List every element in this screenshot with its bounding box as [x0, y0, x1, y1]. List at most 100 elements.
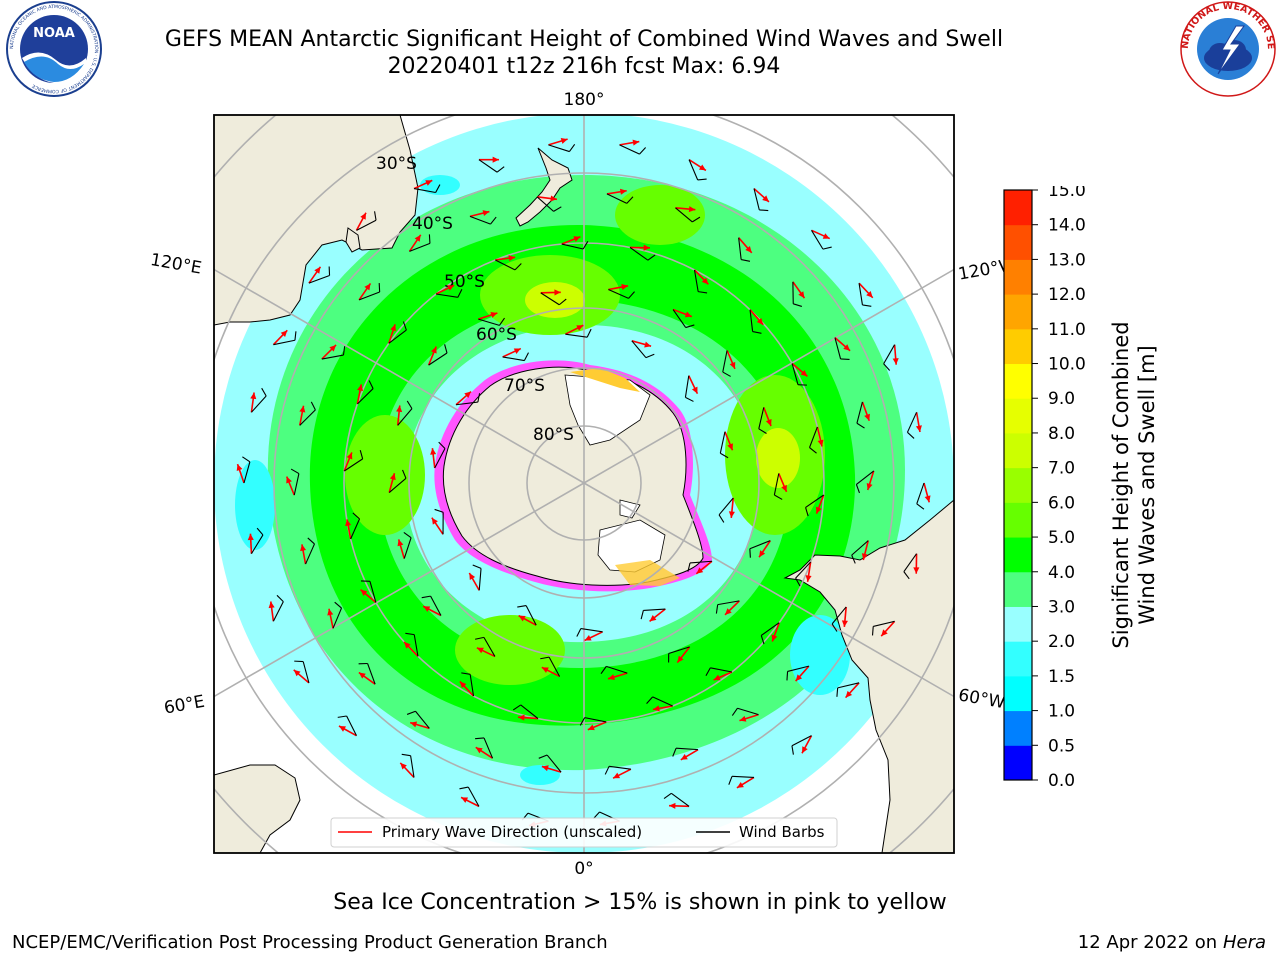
wind-barb-staff: [415, 710, 430, 729]
wave-arrow-head: [431, 517, 438, 525]
wave-arrow-head: [688, 206, 696, 213]
wave-arrow-head: [447, 285, 455, 291]
wind-barb-staff: [749, 540, 771, 550]
wind-barb-staff: [584, 717, 607, 723]
wind-barb-flag: [582, 241, 589, 250]
wind-barb-flag: [687, 562, 691, 572]
wind-barb-flag: [406, 710, 416, 715]
wind-barb-flag: [523, 352, 529, 361]
wave-arrow-head: [268, 601, 275, 609]
wind-barb-staff: [410, 755, 415, 778]
wind-barb-staff: [548, 656, 561, 677]
new-zealand-land: [515, 147, 573, 227]
wind-barb-staff: [718, 497, 734, 516]
wave-arrow-head: [513, 348, 521, 354]
wave-arrow-head: [390, 324, 397, 332]
wave-arrow-head: [632, 139, 640, 146]
wave-arrow-head: [924, 495, 931, 503]
wind-barb-flag: [836, 687, 839, 697]
wind-barb-staff: [760, 622, 780, 636]
wave-arrow-head: [771, 634, 778, 642]
wind-barb-flag: [290, 468, 300, 475]
wind-barb-flag: [553, 206, 562, 212]
wind-barb-flag: [718, 514, 725, 523]
wave-arrow-head: [345, 519, 352, 527]
wave-arrow-head: [236, 464, 243, 472]
wind-barb-staff: [873, 620, 895, 627]
colorbar-border: [1003, 189, 1033, 781]
wave-arrow-head: [414, 234, 421, 242]
wind-barb-flag: [822, 246, 832, 250]
wave-arrow-head: [492, 156, 499, 163]
wind-barb-flag: [538, 754, 548, 759]
wave-arrow-head: [727, 443, 733, 451]
wave-arrow-head: [430, 448, 437, 455]
wave-arrow-head: [469, 572, 476, 580]
wave-arrow-head: [669, 802, 676, 809]
wave-arrow-head: [250, 392, 257, 400]
wave-arrow-head: [389, 473, 396, 481]
australia-land: [214, 115, 419, 326]
wind-barb-staff: [478, 159, 498, 173]
wave-arrow-head: [576, 325, 584, 331]
wind-barb-staff: [565, 333, 588, 338]
wind-barb-staff: [520, 704, 539, 719]
wind-barb-flag: [256, 527, 264, 536]
wind-barb-staff: [606, 193, 628, 204]
wind-barb-flag: [663, 792, 672, 799]
wind-barb-staff: [308, 274, 330, 284]
wind-barb-flag: [475, 636, 485, 640]
wind-barb-flag: [374, 211, 377, 221]
wind-barb-staff: [753, 188, 760, 211]
wind-barb-staff: [548, 144, 570, 153]
wave-arrow-head: [745, 246, 752, 253]
colorbar-tick-label: 7.0: [1048, 459, 1075, 479]
wind-barb-flag: [628, 291, 635, 299]
wind-barb-staff: [737, 707, 759, 716]
wind-barb-staff: [388, 329, 407, 344]
wind-barb-staff: [668, 646, 690, 655]
wind-barb-staff: [469, 674, 475, 697]
wind-barb-staff: [652, 696, 673, 707]
colorbar-tick-label: 8.0: [1048, 424, 1075, 444]
colorbar-label: Significant Height of Combined Wind Wave…: [1104, 300, 1164, 670]
wave-arrow-head: [728, 511, 735, 518]
wave-arrow-head: [643, 244, 650, 251]
wave-arrow-head: [756, 318, 764, 325]
wave-arrow-head: [864, 413, 870, 421]
wind-barb-staff: [367, 663, 376, 685]
lat-label-50s: 50°S: [444, 272, 485, 292]
wind-barb-flag: [401, 753, 411, 757]
lon-label-180: 180°: [564, 90, 605, 110]
wind-barb-staff: [388, 477, 407, 493]
wave-arrow-head: [396, 405, 403, 413]
wind-barb-staff: [671, 792, 690, 807]
wave-arrow-head: [762, 195, 769, 202]
wind-barb-flag: [576, 628, 582, 637]
wind-barb-staff: [299, 409, 316, 426]
wind-barb-staff: [272, 601, 284, 622]
wind-barb-flag: [334, 601, 342, 609]
wave-arrow-head: [560, 138, 568, 144]
wind-barb-staff: [710, 667, 733, 673]
wind-barb-staff: [732, 775, 755, 778]
wind-barb-flag: [805, 507, 809, 517]
chart-title: GEFS MEAN Antarctic Significant Height o…: [164, 27, 1004, 52]
wave-arrow-head: [881, 629, 888, 637]
colorbar-tick-label: 12.0: [1048, 285, 1086, 305]
colorbar-segment: [1004, 745, 1032, 781]
wind-barb-flag: [856, 422, 865, 429]
wind-barb-staff: [434, 448, 446, 469]
wind-barb-staff: [243, 461, 251, 484]
wind-barb-staff: [883, 344, 896, 365]
wave-arrow-head: [845, 690, 853, 698]
colorbar-segment: [1004, 328, 1032, 365]
wind-barb-staff: [773, 473, 780, 496]
colorbar-tick-label: 6.0: [1048, 493, 1075, 513]
graticule: [214, 115, 954, 853]
wave-arrow-head: [713, 674, 721, 681]
wind-barb-staff: [343, 458, 363, 472]
wave-arrow-head: [736, 781, 744, 788]
lon-label-0: 0°: [574, 859, 593, 879]
